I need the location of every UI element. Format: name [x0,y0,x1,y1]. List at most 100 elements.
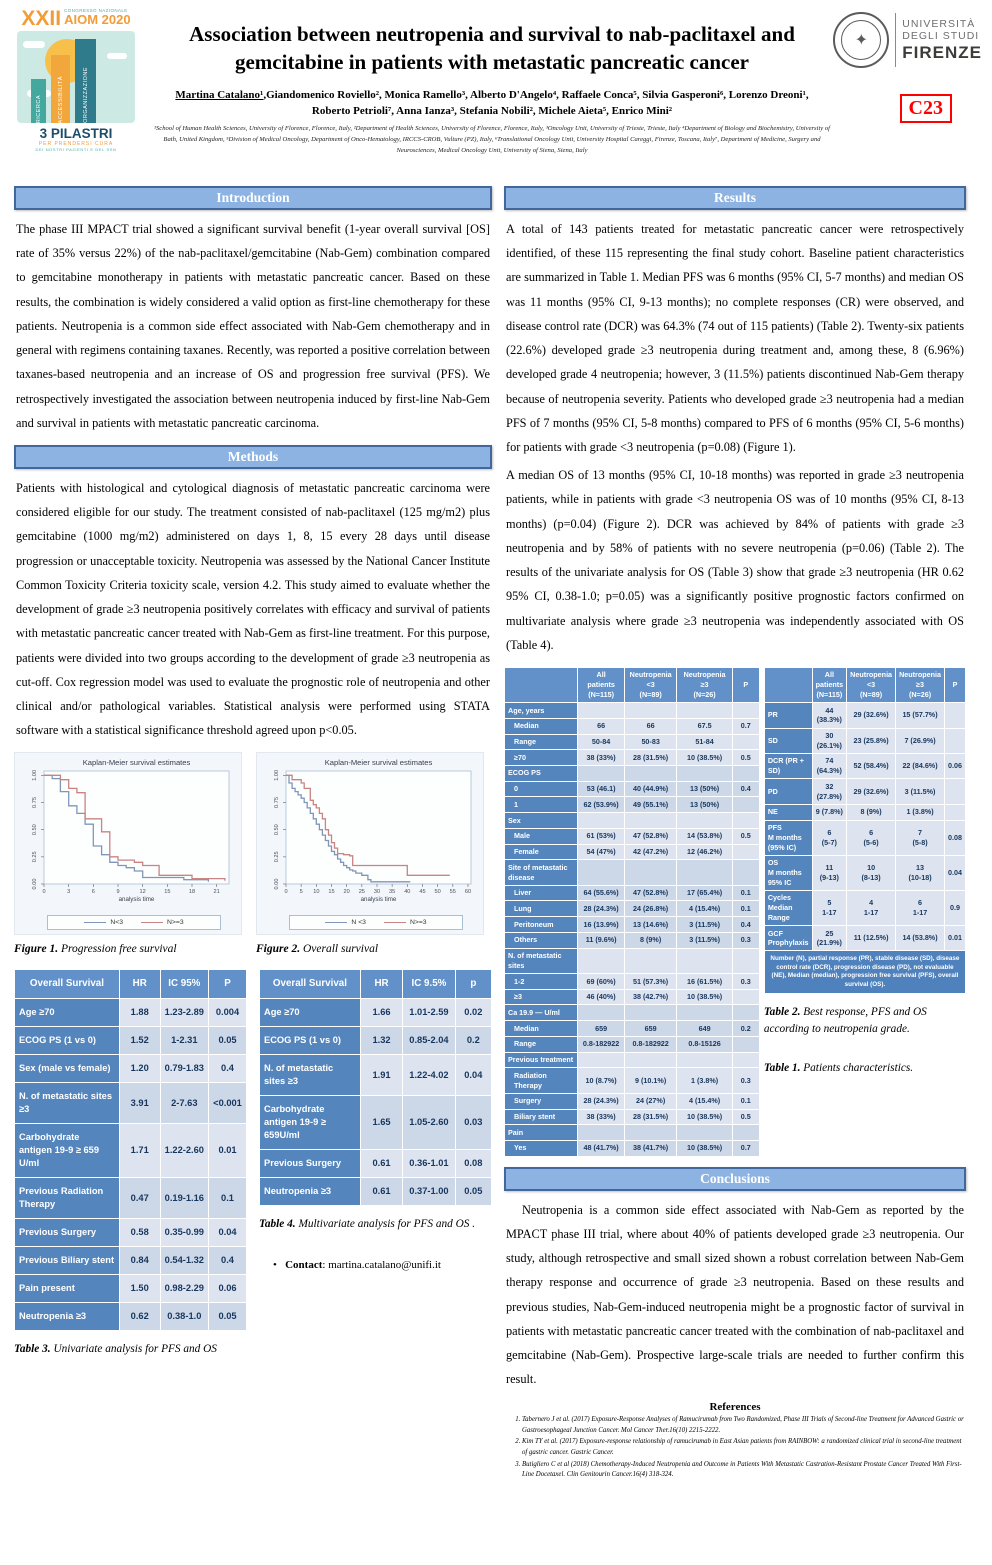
column-header: Overall Survival [259,969,361,1000]
table-row: Pain [503,1124,760,1141]
table-row: Median 66 66 67.5 0.7 [503,717,760,735]
row-label: Radiation Therapy [503,1067,579,1094]
table-cell [623,764,678,782]
table-cell: 25 (21.9%) [811,925,848,952]
row-label: PFS M months (95% IC) [763,819,813,856]
table-1-block: All patients (N=115) Neutropenia <3 (N=89… [503,666,760,1157]
table-cell: 38 (41.7%) [623,1139,678,1157]
column-header: Neutropenia <3 (N=89) [846,666,897,704]
row-label: ≥3 [503,988,579,1006]
table-2-caption: Table 2. Best response, PFS and OS accor… [764,1004,966,1038]
column-header: HR [118,969,161,1000]
table-cell [577,1124,625,1141]
table-row: Previous Radiation Therapy 0.47 0.19-1.16 0… [14,1177,247,1220]
row-label: OS M months 95% IC [763,854,813,891]
row-label: Pain present [14,1274,120,1304]
legend-item: N<3 [84,919,123,926]
row-label: Previous Radiation Therapy [14,1177,120,1220]
table-cell: 6 1-17 [895,889,945,927]
table-cell: 0.84 [118,1246,161,1276]
table-cell: 1.66 [359,998,404,1028]
title-line-2: gemcitabine in patients with metastatic … [234,50,749,75]
table-cell: 4 (15.4%) [676,1092,733,1110]
table-row: Range 0.8-182922 0.8-182922 0.8-15126 [503,1035,760,1053]
table-cell: 52 (58.4%) [846,752,897,780]
contact-email-link[interactable]: martina.catalano@unifi.it [328,1259,441,1272]
table-cell [731,1035,760,1053]
y-tick-label: 0.25 [32,852,38,863]
pillar-organizzazione: ORGANIZZAZIONE [75,39,96,123]
km-chart-pfs: Kaplan-Meier survival estimates 0.00 0.25 0… [14,752,242,936]
row-label: Liver [503,884,579,902]
table-cell [676,1051,733,1069]
table-cell: 7 (5-8) [895,819,945,856]
table-cell: 1.88 [118,998,161,1028]
table-cell: 28 (24.3%) [577,1092,625,1110]
table-cell: 9 (10.1%) [623,1067,678,1094]
table-cell [944,727,966,754]
row-label: Sex (male vs female) [14,1054,120,1084]
figure-2-caption-label: Figure 2. [256,943,301,956]
table-cell: 0.1 [731,900,760,918]
table-cell: 32 (27.8%) [811,778,848,805]
table-cell [676,764,733,782]
row-label: 0 [503,780,579,798]
table-cell: <0.001 [208,1082,247,1125]
table-cell: 0.2 [731,1020,760,1037]
table-cell: 0.58 [118,1218,161,1248]
table-cell: 28 (24.3%) [577,900,625,918]
x-tick-label: 3 [67,889,70,895]
table-cell [731,1004,760,1022]
contact-line: • Contact: martina.catalano@unifi.it [273,1259,441,1272]
column-header: IC 9.5% [402,969,456,1000]
table-4-block: Overall Survival HR IC 9.5% p Age ≥70 1.66 1.0… [259,969,493,1272]
table-row: Pain present 1.50 0.98-2.29 0.06 [14,1274,247,1304]
x-tick-label: 55 [450,889,456,895]
table-cell: 29 (32.6%) [846,778,897,805]
table-cell [944,803,966,821]
table-cell: 0.4 [731,780,760,798]
table-cell: 0.06 [944,752,966,780]
unifi-logo: ✦ UNIVERSITÀ DEGLI STUDI FIRENZE [833,12,982,68]
y-tick-label: 0.50 [274,825,280,836]
table-row: DCR (PR + SD) 74 (64.3%) 52 (58.4%) 22 (84.… [763,752,966,780]
table-header-row: Overall Survival HR IC 95% P [14,969,247,1000]
table-cell [731,796,760,814]
table-cell: 0.62 [118,1302,161,1332]
table-cell: 46 (40%) [577,988,625,1006]
x-tick-label: 50 [435,889,441,895]
table-cell: 11 (9-13) [811,854,848,891]
cloud-icon [23,41,45,48]
table-cell: 0.19-1.16 [159,1177,210,1220]
table-cell: 0.06 [208,1274,247,1304]
row-label: Median [503,717,579,735]
row-label: ECOG PS (1 vs 0) [259,1026,361,1056]
table-row: Age ≥70 1.88 1.23-2.89 0.004 [14,998,247,1028]
table-cell: 66 [623,717,678,735]
table-row: ECOG PS (1 vs 0) 1.32 0.85-2.04 0.2 [259,1026,493,1056]
table-cell: 1.52 [118,1026,161,1056]
right-column: Results A total of 143 patients treated … [503,186,967,1482]
table-cell [731,843,760,861]
table-cell: 0.004 [208,998,247,1028]
row-label: Ca 19.9 — U/ml [503,1004,579,1022]
section-header-results: Results [504,186,966,210]
pillar-ricerca: RICERCA [31,79,46,123]
table-cell: 30 (26.1%) [811,727,848,754]
row-label: Male [503,827,579,845]
table-row: Neutropenia ≥3 0.61 0.37-1.00 0.05 [259,1177,493,1207]
legend-line-swatch [84,922,107,924]
header-right: ✦ UNIVERSITÀ DEGLI STUDI FIRENZE C23 [833,8,982,123]
y-tick-label: 0.25 [274,852,280,863]
row-label: N. of metastatic sites ≥3 [259,1054,361,1097]
column-header: P [731,666,760,704]
figure-1: Kaplan-Meier survival estimates 0.00 0.25 0… [14,752,242,955]
km-curve-N3 [286,775,411,883]
km-curve-N3 [286,775,450,877]
row-label: Age ≥70 [259,998,361,1028]
row-label: PD [763,778,813,805]
x-tick-label: 10 [313,889,319,895]
row-label: Biliary stent [503,1108,579,1126]
table-row: Carbohydrate antigen 19-9 ≥ 659 U/ml 1.71… [14,1123,247,1179]
column-header: IC 95% [159,969,210,1000]
